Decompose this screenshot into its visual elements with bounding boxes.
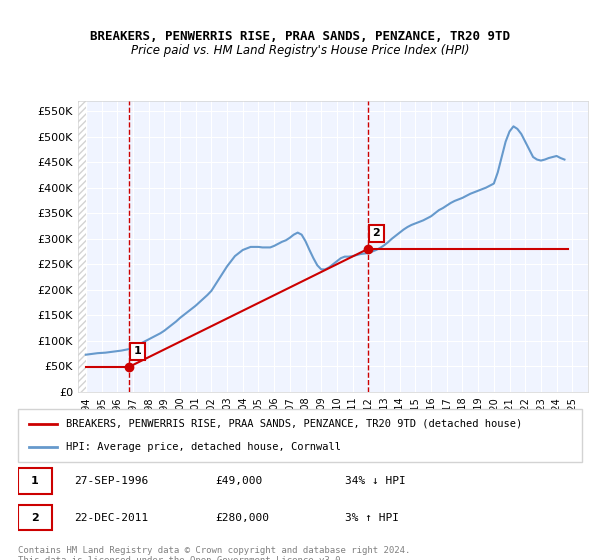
Text: 3% ↑ HPI: 3% ↑ HPI — [345, 512, 399, 522]
Bar — [78, 101, 86, 392]
Text: 27-SEP-1996: 27-SEP-1996 — [74, 476, 149, 486]
FancyBboxPatch shape — [18, 468, 52, 494]
Text: 22-DEC-2011: 22-DEC-2011 — [74, 512, 149, 522]
Text: 2: 2 — [373, 228, 380, 238]
Text: 2: 2 — [31, 512, 39, 522]
FancyBboxPatch shape — [18, 409, 582, 462]
Text: £49,000: £49,000 — [215, 476, 263, 486]
Text: BREAKERS, PENWERRIS RISE, PRAA SANDS, PENZANCE, TR20 9TD (detached house): BREAKERS, PENWERRIS RISE, PRAA SANDS, PE… — [66, 419, 522, 429]
Text: 1: 1 — [31, 476, 39, 486]
Text: HPI: Average price, detached house, Cornwall: HPI: Average price, detached house, Corn… — [66, 442, 341, 452]
Bar — [78, 101, 86, 392]
Text: Price paid vs. HM Land Registry's House Price Index (HPI): Price paid vs. HM Land Registry's House … — [131, 44, 469, 57]
Text: 34% ↓ HPI: 34% ↓ HPI — [345, 476, 406, 486]
Text: Contains HM Land Registry data © Crown copyright and database right 2024.
This d: Contains HM Land Registry data © Crown c… — [18, 546, 410, 560]
Text: BREAKERS, PENWERRIS RISE, PRAA SANDS, PENZANCE, TR20 9TD: BREAKERS, PENWERRIS RISE, PRAA SANDS, PE… — [90, 30, 510, 43]
Text: £280,000: £280,000 — [215, 512, 269, 522]
FancyBboxPatch shape — [18, 505, 52, 530]
Text: 1: 1 — [134, 346, 142, 356]
